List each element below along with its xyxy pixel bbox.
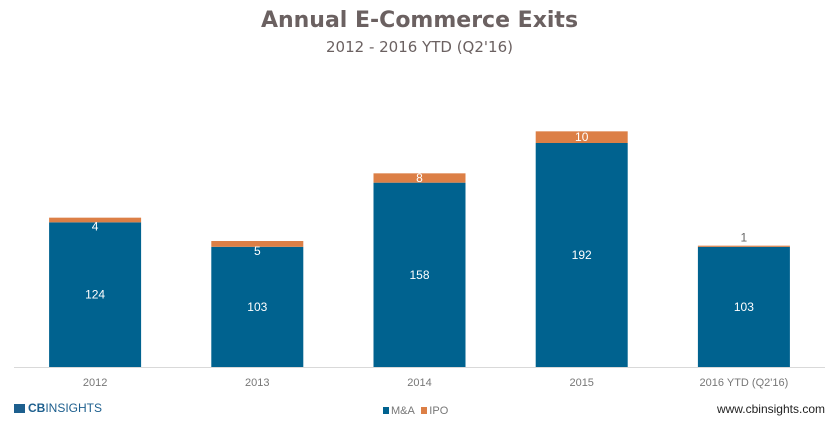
data-label: 1 <box>741 231 748 245</box>
x-tick-label: 2013 <box>245 377 269 389</box>
website-url: www.cbinsights.com <box>716 402 825 416</box>
data-label: 8 <box>416 171 423 185</box>
legend-item-ma: M&A <box>383 405 414 417</box>
bar-ma <box>211 246 304 367</box>
chart-subtitle: 2012 - 2016 YTD (Q2'16) <box>326 38 513 56</box>
data-label: 103 <box>734 300 754 314</box>
legend-item-ipo: IPO <box>421 405 448 417</box>
bar-ma <box>697 246 790 367</box>
legend: M&A IPO <box>383 405 448 417</box>
bar-ipo <box>373 173 466 183</box>
data-label: 10 <box>575 130 589 144</box>
cbinsights-logo: CBINSIGHTS <box>14 401 102 415</box>
bar-ipo <box>697 245 790 247</box>
bar-ipo <box>535 131 628 143</box>
x-tick-label: 2015 <box>569 377 593 389</box>
bar-ma <box>535 143 628 367</box>
x-tick-label: 2012 <box>83 377 107 389</box>
x-tick-label: 2014 <box>407 377 431 389</box>
chart-title: Annual E-Commerce Exits <box>260 8 579 33</box>
data-label: 4 <box>92 219 99 233</box>
data-label: 192 <box>572 248 592 262</box>
x-tick-label: 2016 YTD (Q2'16) <box>700 377 789 389</box>
data-label: 124 <box>85 288 105 302</box>
bar-ma <box>373 182 466 367</box>
bar-ipo <box>211 241 304 247</box>
data-label: 5 <box>254 244 261 258</box>
data-label: 158 <box>409 268 429 282</box>
data-label: 103 <box>247 300 267 314</box>
bar-ma <box>49 222 142 367</box>
bar-ipo <box>49 217 142 223</box>
